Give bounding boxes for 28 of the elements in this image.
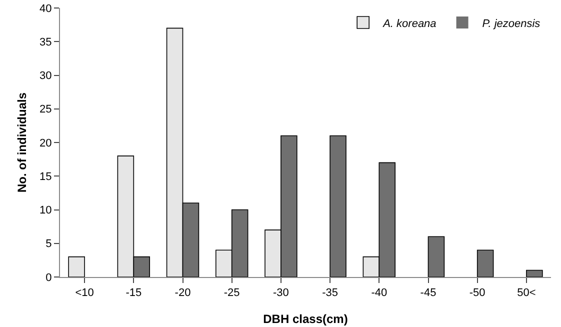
bar (476, 250, 494, 277)
y-tick-label: 20 (40, 137, 52, 150)
y-tick-label: 0 (46, 272, 52, 284)
legend-label: A. koreana (382, 18, 436, 30)
y-tick-label: 25 (40, 104, 52, 116)
y-tick-label: 15 (40, 170, 52, 183)
legend-label: P. jezoensis (482, 18, 541, 30)
x-tick-label: -50 (469, 287, 486, 300)
y-tick-label: 5 (46, 238, 52, 250)
bar (428, 236, 445, 277)
x-tick-label: -25 (224, 287, 240, 300)
bar (68, 256, 85, 277)
x-tick-label: 50< (517, 287, 536, 300)
x-tick-label: -20 (174, 287, 191, 300)
y-tick-label: 35 (40, 36, 52, 48)
x-tick-label: -40 (371, 287, 388, 300)
x-tick-label: -45 (420, 287, 436, 300)
x-tick-label: <10 (75, 287, 94, 300)
y-tick-label: 40 (40, 2, 52, 15)
x-tick-label: -35 (322, 287, 338, 300)
x-tick-label: -15 (126, 287, 142, 300)
y-tick-label: 30 (40, 70, 52, 82)
bar (330, 135, 346, 277)
x-axis-title: DBH class(cm) (263, 312, 348, 326)
x-tick-label: -30 (272, 287, 289, 300)
y-axis-title: No. of individuals (15, 92, 29, 193)
y-tick-label: 10 (40, 204, 52, 217)
bar (526, 270, 543, 277)
